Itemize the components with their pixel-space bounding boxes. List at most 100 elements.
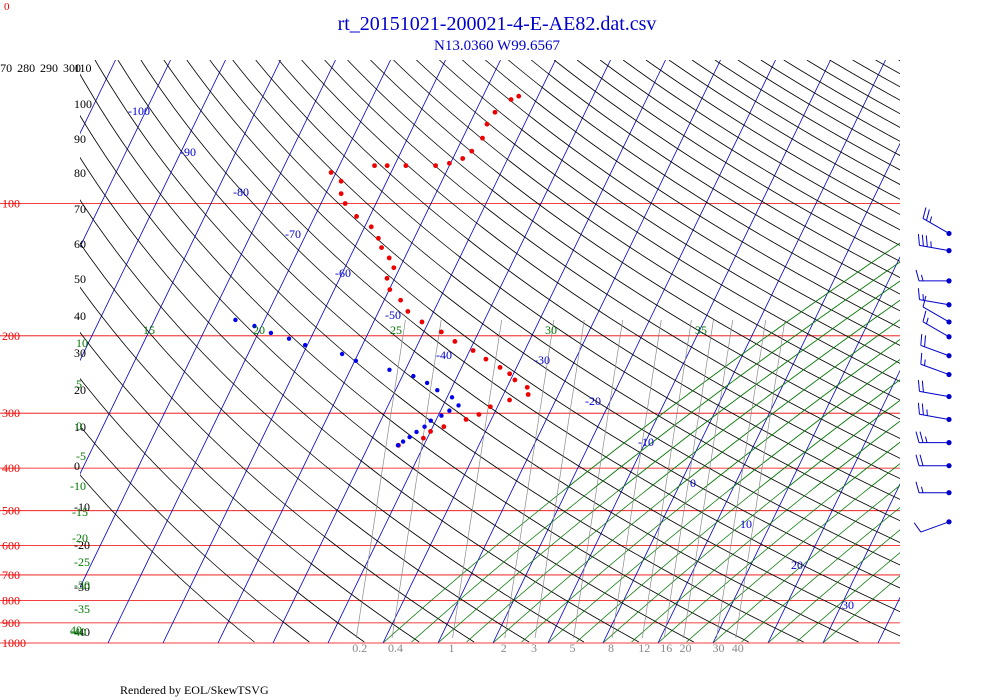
temperature-point xyxy=(484,121,490,127)
footer-credit: Rendered by EOL/SkewTSVG xyxy=(120,683,269,697)
dry-adiabat-line xyxy=(80,286,475,643)
corner-label: 0 xyxy=(4,1,10,13)
dry-adiabat-line xyxy=(485,60,900,329)
dewpoint-point xyxy=(435,388,440,393)
theta-top-label: 300 xyxy=(63,61,81,75)
mixing-ratio-line xyxy=(663,319,714,639)
dry-adiabat-line xyxy=(783,60,900,128)
moist-adiabat-line xyxy=(823,575,900,643)
temperature-point xyxy=(460,156,466,161)
dry-adiabat-line xyxy=(80,242,530,643)
dry-adiabat-line xyxy=(232,60,900,543)
dry-adiabat-line xyxy=(416,60,900,382)
temperature-point xyxy=(328,170,334,175)
wind-barb-half-flag xyxy=(921,274,924,282)
dry-adiabat-line xyxy=(186,60,900,589)
temperature-point xyxy=(524,384,530,390)
background-lines xyxy=(0,60,900,644)
isotherm-label: -40 xyxy=(436,348,452,362)
temperature-point xyxy=(507,397,512,403)
dry-adiabat-line xyxy=(668,60,900,200)
isotherm-line xyxy=(657,142,900,643)
temperature-point xyxy=(398,297,404,303)
isotherm-line xyxy=(80,60,171,248)
isotherm-line xyxy=(107,60,391,643)
isotherm-label: 30 xyxy=(842,598,854,612)
moist-adiabat-line xyxy=(576,379,900,643)
dewpoint-point xyxy=(422,424,427,429)
temperature-point xyxy=(516,93,522,99)
dry-adiabat-line xyxy=(622,60,900,231)
temperature-point xyxy=(379,245,384,251)
isotherm-label: 10 xyxy=(740,517,752,531)
wind-barb-flag xyxy=(919,454,924,466)
theta-left-label: 30 xyxy=(74,346,86,360)
mixing-ratio-line xyxy=(683,319,734,639)
dry-adiabat-line xyxy=(645,60,900,215)
isotherm-line xyxy=(547,60,831,643)
theta-left-label: 10 xyxy=(74,420,86,434)
temperature-point xyxy=(368,224,374,230)
dewpoint-point xyxy=(414,429,419,435)
dewpoint-point xyxy=(339,351,345,357)
dry-adiabat-line xyxy=(163,60,900,613)
dewpoint-point xyxy=(439,413,444,418)
isotherm-line xyxy=(602,60,886,643)
isotherm-line xyxy=(0,60,61,643)
isotherm-label: -50 xyxy=(385,308,401,322)
temperature-point xyxy=(391,265,397,271)
dewpoint-point xyxy=(400,439,406,444)
moist-adiabat-label: -40 xyxy=(70,625,86,639)
wind-barb-staff xyxy=(922,218,950,234)
dewpoint-point xyxy=(395,443,401,448)
dry-adiabat-line xyxy=(370,60,900,420)
mixing-ratio-label: 16 xyxy=(660,641,672,655)
dry-adiabat-line xyxy=(760,60,900,142)
dewpoint-point xyxy=(302,342,308,348)
wind-barb-flag xyxy=(915,454,920,466)
isotherm-label: -30 xyxy=(534,353,550,367)
temperature-point xyxy=(354,214,359,219)
temperature-point xyxy=(384,275,390,281)
wind-barb-flag xyxy=(921,380,924,393)
wind-barb-half-flag xyxy=(925,436,928,443)
temperature-point xyxy=(497,364,503,370)
wind-barb-flag xyxy=(917,379,920,392)
dry-adiabat-line xyxy=(576,60,900,262)
theta-left-label: -40 xyxy=(74,625,90,639)
wind-barb-staff xyxy=(920,363,950,376)
moist-adiabat-label: -15 xyxy=(72,505,88,519)
isotherm-line xyxy=(80,60,226,362)
mixing-ratio-line xyxy=(355,319,406,639)
isotherm-line xyxy=(80,60,336,589)
wind-barb-flag xyxy=(915,481,920,493)
mixing-ratio-label: 1 xyxy=(449,641,455,655)
dry-adiabat-line xyxy=(80,474,255,643)
temperature-point xyxy=(338,178,344,184)
theta-top-label: 290 xyxy=(40,61,58,75)
mixing-ratio-line xyxy=(611,319,662,639)
temperature-point xyxy=(405,309,411,314)
isobar-label: 300 xyxy=(2,406,20,420)
isotherm-line xyxy=(767,369,900,643)
isotherm-label: -20 xyxy=(585,394,601,408)
chart-title: rt_20151021-200021-4-E-AE82.dat.csv xyxy=(338,13,657,35)
dry-adiabat-line xyxy=(80,331,420,643)
theta-left-label: 40 xyxy=(74,309,86,323)
isotherm-line xyxy=(822,483,900,643)
mixing-ratio-line xyxy=(504,319,555,639)
wind-barb-flag xyxy=(915,431,920,443)
temperature-point xyxy=(441,424,447,430)
mixing-ratio-line xyxy=(716,319,767,639)
temperature-point xyxy=(419,319,425,325)
dry-adiabat-line xyxy=(301,60,900,480)
temperature-point xyxy=(508,97,514,102)
moist-adiabat-label: 0 xyxy=(76,419,82,433)
wind-barb-half-flag xyxy=(929,216,933,223)
mixing-ratio-label: 3 xyxy=(531,641,537,655)
isotherm-label: -60 xyxy=(335,266,351,280)
isobar-label: 800 xyxy=(2,593,20,607)
moist-adiabat-label: 30 xyxy=(545,323,557,337)
dry-adiabat-line xyxy=(80,377,365,643)
